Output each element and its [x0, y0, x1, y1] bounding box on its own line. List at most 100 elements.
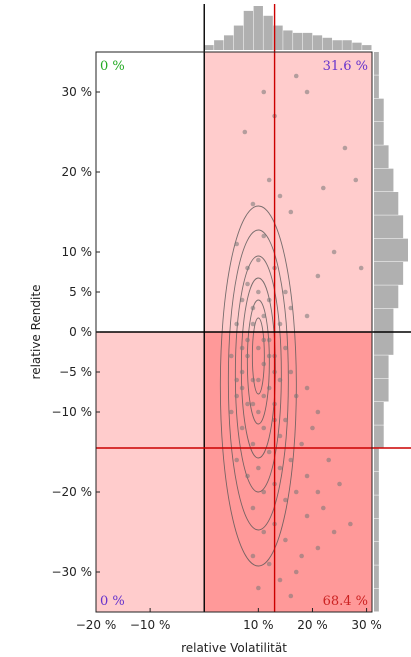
scatter-point — [293, 393, 299, 399]
y-histogram-bar — [374, 262, 404, 285]
corner-label-top-right: 31.6 % — [323, 59, 368, 74]
corner-label-bottom-right: 68.4 % — [323, 594, 368, 609]
y-histogram-bar — [374, 332, 394, 355]
scatter-point — [283, 417, 288, 423]
scatter-point — [293, 73, 299, 79]
scatter-point — [299, 441, 304, 447]
scatter-point — [261, 529, 267, 535]
y-histogram-bar — [374, 518, 379, 542]
y-tick-label: 10 % — [62, 245, 93, 259]
scatter-point — [331, 529, 337, 535]
scatter-point — [245, 281, 250, 287]
x-tick-label: 10 % — [243, 618, 274, 632]
scatter-point — [261, 393, 267, 399]
scatter-point — [353, 177, 359, 183]
scatter-point — [283, 289, 288, 295]
scatter-point — [337, 481, 342, 487]
y-histogram-bar — [374, 75, 379, 99]
y-histogram-bar — [374, 565, 379, 589]
scatter-point — [234, 241, 240, 247]
scatter-point — [239, 369, 245, 375]
scatter-point — [250, 553, 256, 559]
scatter-point — [239, 297, 245, 303]
scatter-point — [261, 233, 267, 239]
y-tick-label: −10 % — [51, 405, 92, 419]
scatter-point — [283, 345, 288, 351]
y-histogram-bar — [374, 472, 379, 495]
scatter-point — [277, 465, 283, 471]
region-upper-right — [204, 52, 372, 332]
scatter-point — [310, 425, 315, 431]
x-histogram-bar — [263, 15, 273, 50]
scatter-point — [277, 193, 283, 199]
y-histogram-bar — [374, 98, 384, 122]
y-histogram-bar — [374, 122, 384, 145]
scatter-point — [293, 489, 299, 495]
scatter-point — [256, 345, 261, 351]
y-histogram-bar — [374, 52, 379, 75]
y-histogram-bar — [374, 425, 384, 449]
scatter-point — [239, 425, 245, 431]
scatter-point — [256, 465, 261, 471]
x-histogram-bar — [223, 35, 234, 50]
scatter-point — [239, 345, 245, 351]
scatter-point — [315, 409, 321, 415]
scatter-point — [331, 249, 337, 255]
scatter-point — [245, 265, 250, 271]
y-axis-label: relative Rendite — [29, 285, 43, 380]
x-histogram-bar — [322, 37, 333, 50]
scatter-point — [242, 129, 248, 135]
scatter-point — [261, 89, 267, 95]
x-histogram-bar — [293, 32, 303, 50]
scatter-point — [250, 401, 256, 407]
scatter-point — [277, 321, 283, 327]
scatter-point — [288, 593, 294, 599]
scatter-point — [261, 361, 267, 367]
y-histogram-bar — [374, 542, 379, 565]
scatter-points — [228, 73, 364, 599]
contour-line — [246, 299, 270, 425]
scatter-point — [245, 337, 250, 343]
scatter-point — [304, 513, 310, 519]
scatter-point — [266, 177, 272, 183]
x-tick-label: 20 % — [297, 618, 328, 632]
x-histogram-bar — [302, 32, 313, 50]
scatter-point — [250, 321, 256, 327]
scatter-point — [293, 569, 299, 575]
x-histogram-bar — [283, 30, 293, 50]
scatter-point — [245, 401, 250, 407]
x-tick-label: −20 % — [76, 618, 117, 632]
x-histogram-bar — [214, 40, 224, 50]
scatter-point — [250, 305, 256, 311]
scatter-point — [266, 297, 272, 303]
scatter-point — [315, 545, 321, 551]
scatter-point — [250, 505, 256, 511]
scatter-point — [256, 409, 261, 415]
scatter-point — [266, 449, 272, 455]
scatter-point — [256, 257, 261, 263]
scatter-point — [277, 433, 283, 439]
x-histogram-bar — [312, 35, 323, 50]
scatter-point — [320, 505, 326, 511]
scatter-point — [261, 489, 267, 495]
y-tick-label: −5 % — [59, 365, 92, 379]
x-histogram-bar — [332, 40, 342, 50]
scatter-point — [315, 273, 321, 279]
scatter-point — [234, 457, 240, 463]
y-histogram-bar — [374, 285, 399, 309]
scatter-point — [234, 393, 240, 399]
contour-line — [219, 205, 297, 567]
scatter-point — [283, 497, 288, 503]
scatter-point — [234, 321, 240, 327]
scatter-point — [261, 313, 267, 319]
y-histogram-bar — [374, 168, 394, 192]
x-histogram-bar — [253, 6, 263, 50]
contour-line — [240, 277, 276, 459]
scatter-point — [283, 537, 288, 543]
x-histogram-bar — [352, 42, 362, 50]
reference-lines — [96, 4, 411, 612]
y-histogram-bar — [374, 238, 408, 262]
y-tick-label: 20 % — [62, 165, 93, 179]
y-tick-label: 30 % — [62, 85, 93, 99]
